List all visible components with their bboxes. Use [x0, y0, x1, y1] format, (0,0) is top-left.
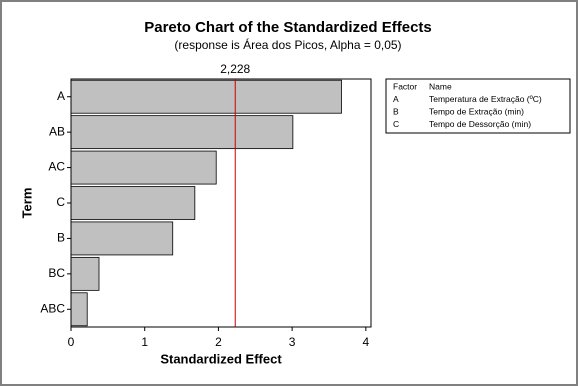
legend-cell: Tempo de Dessorção (min)	[429, 119, 531, 129]
reference-label: 2,228	[220, 62, 250, 76]
legend-cell: Tempo de Extração (min)	[429, 106, 524, 116]
legend-cell: Temperatura de Extração (ºC)	[429, 94, 542, 104]
x-tick-label: 3	[289, 335, 296, 349]
bar	[70, 186, 196, 220]
y-tick-label: AB	[49, 124, 65, 138]
y-tick-label: B	[57, 231, 65, 245]
y-tick-label: AC	[48, 160, 65, 174]
bar	[70, 221, 174, 256]
bar	[70, 292, 88, 327]
y-axis-label: Term	[19, 188, 34, 219]
x-tick-label: 2	[215, 335, 222, 349]
chart-title: Pareto Chart of the Standardized Effects	[144, 19, 432, 36]
legend-header: Factor	[393, 81, 417, 91]
chart-subtitle: (response is Área dos Picos, Alpha = 0,0…	[174, 37, 401, 52]
plot-border	[70, 78, 372, 328]
x-axis-label: Standardized Effect	[160, 351, 282, 366]
x-tick-label: 4	[362, 335, 369, 349]
legend-header: Name	[429, 81, 452, 91]
x-tick-label: 1	[141, 335, 148, 349]
bar	[70, 150, 217, 185]
y-tick-label: A	[57, 89, 65, 103]
bar	[70, 79, 342, 114]
y-tick-label: BC	[48, 266, 65, 280]
legend-cell: C	[393, 119, 399, 129]
legend-box	[385, 78, 571, 134]
bar	[70, 256, 100, 291]
x-tick-label: 0	[68, 335, 75, 349]
legend-cell: A	[393, 94, 399, 104]
y-tick-label: ABC	[40, 301, 65, 315]
bar	[70, 115, 294, 150]
legend-cell: B	[393, 106, 399, 116]
y-tick-label: C	[56, 195, 65, 209]
